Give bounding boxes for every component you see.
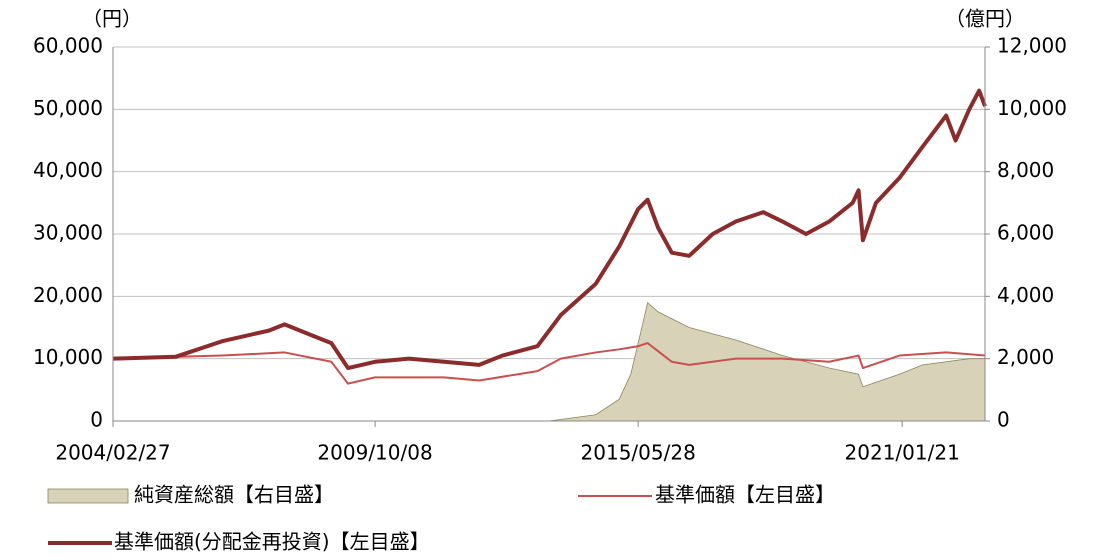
y-tick-label: 40,000	[33, 158, 103, 182]
y-tick-label: 60,000	[33, 34, 103, 58]
x-tick-label: 2015/05/28	[581, 441, 696, 465]
y-tick-label: 20,000	[33, 283, 103, 307]
y2-tick-label: 2,000	[997, 345, 1054, 369]
price-line	[112, 88, 987, 371]
x-tick-label: 2021/01/21	[845, 441, 960, 465]
x-tick-label: 2004/02/27	[55, 441, 170, 465]
price-line	[112, 342, 986, 385]
y-tick-label: 30,000	[33, 221, 103, 245]
legend-label: 純資産総額【右目盛】	[134, 483, 334, 507]
y-tick-label: 10,000	[33, 345, 103, 369]
y2-tick-label: 8,000	[997, 158, 1054, 182]
y2-tick-label: 0	[997, 408, 1010, 432]
x-tick-label: 2009/10/08	[317, 441, 432, 465]
y2-tick-label: 12,000	[997, 34, 1067, 58]
legend-swatch	[47, 488, 129, 504]
y-unit-label: （円）	[82, 7, 142, 31]
y-tick-label: 50,000	[33, 96, 103, 120]
y2-tick-label: 6,000	[997, 221, 1054, 245]
legend-label: 基準価額(分配金再投資)【左目盛】	[114, 530, 430, 554]
y-tick-label: 0	[90, 408, 103, 432]
y2-tick-label: 10,000	[997, 96, 1067, 120]
y2-tick-label: 4,000	[997, 283, 1054, 307]
legend-label: 基準価額【左目盛】	[655, 483, 835, 507]
y2-unit-label: （億円）	[945, 7, 1025, 31]
net-assets-area	[113, 301, 986, 422]
